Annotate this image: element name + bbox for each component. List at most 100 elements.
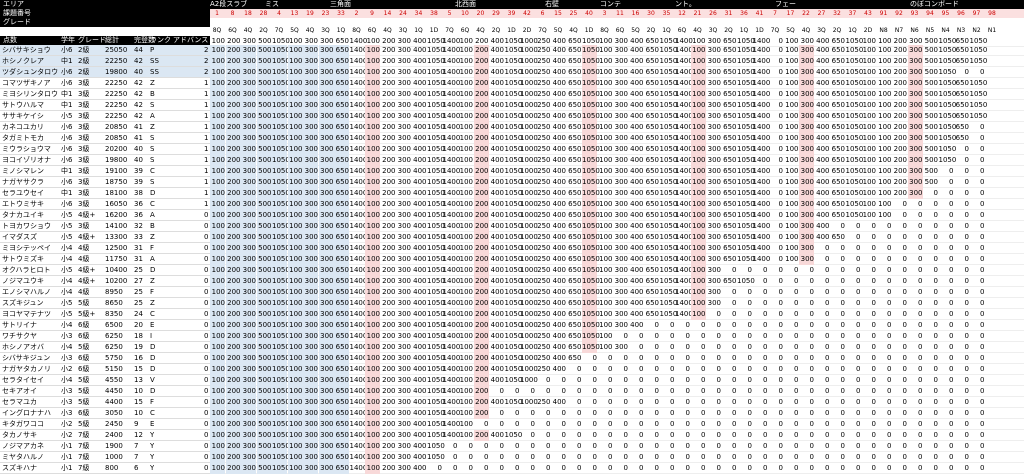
score-cell[interactable]: 0 xyxy=(871,222,876,230)
score-cell[interactable]: 100 xyxy=(459,90,473,98)
score-cell[interactable]: 1400 xyxy=(752,123,771,131)
score-cell[interactable]: 200 xyxy=(893,167,907,175)
score-cell[interactable]: 1400 xyxy=(675,288,693,296)
score-cell[interactable]: 1050 xyxy=(659,57,678,65)
score-cell[interactable]: 0 xyxy=(933,343,938,351)
score-cell[interactable]: 500 xyxy=(924,123,938,131)
score-cell[interactable]: 200 xyxy=(893,189,907,197)
score-cell[interactable]: 0 xyxy=(809,288,814,296)
score-cell[interactable]: 100 xyxy=(365,155,380,166)
score-cell[interactable]: 100 xyxy=(599,233,613,241)
score-cell[interactable]: 1000 xyxy=(520,211,538,219)
score-cell[interactable]: 1050 xyxy=(272,254,290,265)
score-cell[interactable]: 200 xyxy=(225,45,241,56)
score-cell[interactable]: 300 xyxy=(907,78,923,89)
score-cell[interactable]: 400 xyxy=(630,189,644,197)
score-cell[interactable]: 100 xyxy=(210,452,225,463)
score-cell[interactable]: 650 xyxy=(723,255,737,263)
score-cell[interactable]: 0 xyxy=(716,398,721,406)
score-cell[interactable]: 200 xyxy=(382,288,396,296)
score-cell[interactable]: 500 xyxy=(256,364,272,375)
score-cell[interactable]: 650 xyxy=(334,353,349,364)
score-cell[interactable]: 100 xyxy=(862,79,876,87)
score-cell[interactable]: 100 xyxy=(287,232,303,243)
score-cell[interactable]: 1400 xyxy=(349,255,368,263)
score-cell[interactable]: 1050 xyxy=(427,222,445,230)
score-cell[interactable]: 1050 xyxy=(272,463,290,474)
score-cell[interactable]: 0 xyxy=(623,354,628,362)
score-cell[interactable]: 0 xyxy=(980,244,985,252)
score-cell[interactable]: 1400 xyxy=(349,343,368,351)
score-cell[interactable]: 1000 xyxy=(520,101,538,109)
score-cell[interactable]: 300 xyxy=(614,178,628,186)
score-cell[interactable]: 1050 xyxy=(582,166,600,177)
score-cell[interactable]: 300 xyxy=(303,199,318,210)
score-cell[interactable]: 200 xyxy=(473,221,489,232)
student-row[interactable]: タナカユイキ 小5 4級+ 16200 36 A 0 xyxy=(0,210,210,221)
score-cell[interactable]: 1050 xyxy=(969,46,988,54)
score-cell[interactable]: 0 xyxy=(670,420,675,428)
score-cell[interactable]: 650 xyxy=(831,68,845,76)
score-cell[interactable]: 1050 xyxy=(938,90,957,98)
score-cell[interactable]: 100 xyxy=(459,321,473,329)
score-cell[interactable]: 500 xyxy=(256,221,272,232)
score-cell[interactable]: 1050 xyxy=(504,68,523,76)
score-cell[interactable]: 0 xyxy=(902,321,907,329)
score-cell[interactable]: 0 xyxy=(701,376,706,384)
score-cell[interactable]: 0 xyxy=(887,365,892,373)
score-cell[interactable]: 100 xyxy=(365,188,380,199)
score-cell[interactable]: 0 xyxy=(639,332,644,340)
score-cell[interactable]: 400 xyxy=(816,123,830,131)
score-cell[interactable]: 1050 xyxy=(938,123,957,131)
score-cell[interactable]: 100 xyxy=(878,189,892,197)
score-cell[interactable]: 1400 xyxy=(752,90,771,98)
score-cell[interactable]: 400 xyxy=(552,156,566,164)
score-cell[interactable]: 0 xyxy=(871,442,876,450)
score-cell[interactable]: 100 xyxy=(365,144,380,155)
score-cell[interactable]: 0 xyxy=(530,409,535,417)
score-cell[interactable]: 300 xyxy=(397,409,411,417)
score-cell[interactable]: 0 xyxy=(949,398,954,406)
score-cell[interactable]: 0 xyxy=(980,134,985,142)
score-cell[interactable]: 650 xyxy=(334,375,349,386)
score-cell[interactable]: 100 xyxy=(210,287,225,298)
score-cell[interactable]: 100 xyxy=(878,123,892,131)
score-cell[interactable]: 0 xyxy=(778,288,783,296)
score-cell[interactable]: 650 xyxy=(831,233,845,241)
score-cell[interactable]: 100 xyxy=(599,255,613,263)
score-cell[interactable]: 0 xyxy=(747,343,752,351)
score-cell[interactable]: 400 xyxy=(413,112,427,120)
score-cell[interactable]: 100 xyxy=(599,321,613,329)
score-cell[interactable]: 400 xyxy=(413,365,427,373)
score-cell[interactable]: 300 xyxy=(397,420,411,428)
score-cell[interactable]: 100 xyxy=(287,452,303,463)
score-cell[interactable]: 0 xyxy=(980,376,985,384)
score-cell[interactable]: 500 xyxy=(924,167,938,175)
score-cell[interactable]: 300 xyxy=(303,397,318,408)
score-cell[interactable]: 1400 xyxy=(442,178,461,186)
score-cell[interactable]: 1050 xyxy=(504,112,523,120)
score-cell[interactable]: 0 xyxy=(856,420,861,428)
score-cell[interactable]: 400 xyxy=(552,200,566,208)
score-cell[interactable]: 400 xyxy=(552,288,566,296)
score-cell[interactable]: 500 xyxy=(256,298,272,309)
score-cell[interactable]: 200 xyxy=(382,398,396,406)
score-cell[interactable]: 100 xyxy=(785,145,799,153)
score-cell[interactable]: 200 xyxy=(473,309,489,320)
score-cell[interactable]: 100 xyxy=(690,100,706,111)
score-cell[interactable]: 1050 xyxy=(504,354,523,362)
score-cell[interactable]: 650 xyxy=(723,112,737,120)
score-cell[interactable]: 300 xyxy=(397,343,411,351)
score-cell[interactable]: 300 xyxy=(907,45,923,56)
score-cell[interactable]: 1400 xyxy=(442,101,461,109)
score-cell[interactable]: 500 xyxy=(256,232,272,243)
score-cell[interactable]: 1050 xyxy=(504,310,523,318)
score-cell[interactable]: 300 xyxy=(614,112,628,120)
score-cell[interactable]: 0 xyxy=(902,376,907,384)
score-cell[interactable]: 100 xyxy=(210,276,225,287)
score-cell[interactable]: 650 xyxy=(568,68,582,76)
score-cell[interactable]: 100 xyxy=(287,221,303,232)
score-cell[interactable]: 500 xyxy=(256,78,272,89)
score-cell[interactable]: 100 xyxy=(785,189,799,197)
score-cell[interactable]: 0 xyxy=(856,431,861,439)
